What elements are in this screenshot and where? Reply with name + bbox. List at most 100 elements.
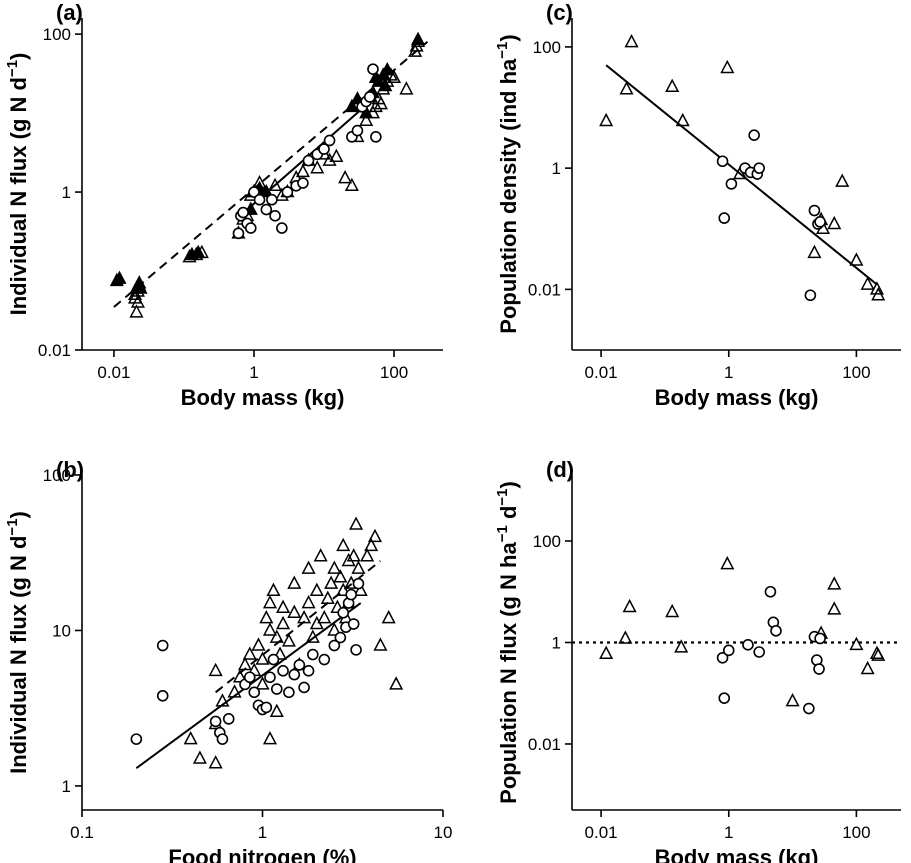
data-point-triangle xyxy=(301,560,316,574)
x-tick-label: 10 xyxy=(434,823,453,842)
data-point-triangle xyxy=(208,755,223,769)
x-tick-label: 100 xyxy=(842,363,870,382)
data-point-circle xyxy=(237,206,249,219)
data-point-triangle xyxy=(320,590,335,604)
data-point-triangle xyxy=(336,537,351,552)
data-point-circle xyxy=(156,689,169,702)
data-point-triangle xyxy=(373,637,388,651)
y-axis-title-part: −1 xyxy=(4,60,21,77)
data-point-triangle xyxy=(330,599,345,613)
data-point-triangle xyxy=(327,560,342,574)
data-point-circle xyxy=(803,702,815,715)
y-tick-label: 1 xyxy=(62,183,71,202)
panel-b: 0.1 1 10 1 10 100(b) Food nitrogen (%) Individu… xyxy=(4,457,452,863)
data-point-circle xyxy=(281,186,294,198)
data-point-circle xyxy=(318,653,331,666)
y-tick-label: 1 xyxy=(552,159,561,178)
data-point-triangle xyxy=(310,160,325,174)
data-point-triangle xyxy=(309,582,324,597)
data-point-circle xyxy=(264,671,276,684)
data-point-triangle xyxy=(327,622,342,636)
data-point-triangle xyxy=(287,604,302,618)
data-point-triangle xyxy=(665,603,680,618)
data-point-circle xyxy=(243,671,256,684)
y-axis-title-part: Population density (ind ha xyxy=(496,58,521,334)
data-point-triangle xyxy=(624,34,639,48)
data-point-triangle xyxy=(827,215,842,230)
data-point-circle xyxy=(266,193,278,206)
panel-label: (c) xyxy=(546,0,573,25)
y-tick-label: 100 xyxy=(533,532,561,551)
data-point-triangle xyxy=(827,576,842,590)
data-point-triangle xyxy=(305,629,320,643)
data-point-circle xyxy=(260,701,273,714)
data-point-circle xyxy=(814,632,826,645)
data-point-triangle xyxy=(849,252,864,266)
data-point-triangle xyxy=(368,98,383,113)
y-axis-title: Population density (ind ha−1) xyxy=(494,34,521,333)
data-point-circle xyxy=(350,644,362,656)
data-point-circle xyxy=(347,618,360,630)
x-axis-title: Food nitrogen (%) xyxy=(168,845,356,863)
data-point-circle xyxy=(283,686,295,699)
data-point-triangle xyxy=(262,731,278,745)
data-point-circle xyxy=(298,681,310,694)
data-point-triangle xyxy=(599,112,614,127)
data-point-circle xyxy=(725,178,738,190)
y-axis-title-part: ) xyxy=(496,34,521,41)
y-tick-label: 1 xyxy=(552,634,561,653)
data-point-triangle xyxy=(387,69,402,84)
data-point-circle xyxy=(288,668,301,681)
data-point-circle xyxy=(323,134,336,147)
data-point-circle xyxy=(718,692,731,704)
y-axis-title-part: ) xyxy=(6,511,31,518)
data-point-triangle xyxy=(835,173,850,187)
x-tick-label: 0.01 xyxy=(97,363,130,382)
data-point-triangle xyxy=(336,582,351,597)
data-point-triangle xyxy=(360,548,375,562)
y-axis-title-part: Population N flux (g N ha xyxy=(496,542,521,804)
data-point-triangle xyxy=(869,281,884,295)
data-point-circle xyxy=(277,665,289,677)
y-tick-label: 1 xyxy=(62,777,71,796)
data-point-triangle xyxy=(353,582,368,597)
data-point-triangle xyxy=(333,569,348,583)
data-point-triangle xyxy=(860,276,875,290)
data-point-triangle xyxy=(359,112,374,126)
x-tick-label: 0.01 xyxy=(585,823,618,842)
data-point-triangle xyxy=(364,537,379,552)
data-point-triangle xyxy=(227,684,242,698)
data-point-triangle-filled xyxy=(259,183,274,198)
y-axis-title-part: Individual N flux (g N d xyxy=(6,77,31,315)
data-point-circle xyxy=(267,653,280,666)
y-tick-label: 0.01 xyxy=(38,341,71,360)
y-axis-title-part: ) xyxy=(496,481,521,488)
data-point-circle xyxy=(307,648,319,661)
data-point-triangle xyxy=(272,646,288,660)
data-point-triangle xyxy=(266,582,281,597)
data-point-circle xyxy=(297,177,309,189)
data-point-circle xyxy=(209,715,222,728)
x-axis-title: Body mass (kg) xyxy=(655,845,819,863)
panel-label: (b) xyxy=(56,457,84,482)
data-point-triangle xyxy=(251,637,266,651)
data-point-triangle xyxy=(281,633,296,647)
data-point-triangle xyxy=(313,548,328,562)
data-point-circle xyxy=(328,639,341,652)
data-point-triangle xyxy=(675,112,690,127)
data-point-circle xyxy=(367,63,379,75)
data-point-triangle xyxy=(409,38,424,52)
y-axis-title-part: −1 xyxy=(494,489,511,506)
data-point-circle xyxy=(270,683,283,695)
data-point-triangle xyxy=(785,692,800,707)
data-point-triangle xyxy=(324,575,339,589)
data-point-triangle xyxy=(215,693,230,707)
data-point-circle xyxy=(352,577,365,590)
data-point-triangle xyxy=(367,528,383,543)
y-axis-title: Individual N flux (g N d−1) xyxy=(4,511,31,774)
data-point-triangle xyxy=(622,598,637,613)
data-point-triangle xyxy=(807,244,822,259)
y-axis-title-part: ) xyxy=(6,53,31,60)
data-point-circle xyxy=(748,129,760,141)
y-axis-title-part: d xyxy=(496,506,521,526)
